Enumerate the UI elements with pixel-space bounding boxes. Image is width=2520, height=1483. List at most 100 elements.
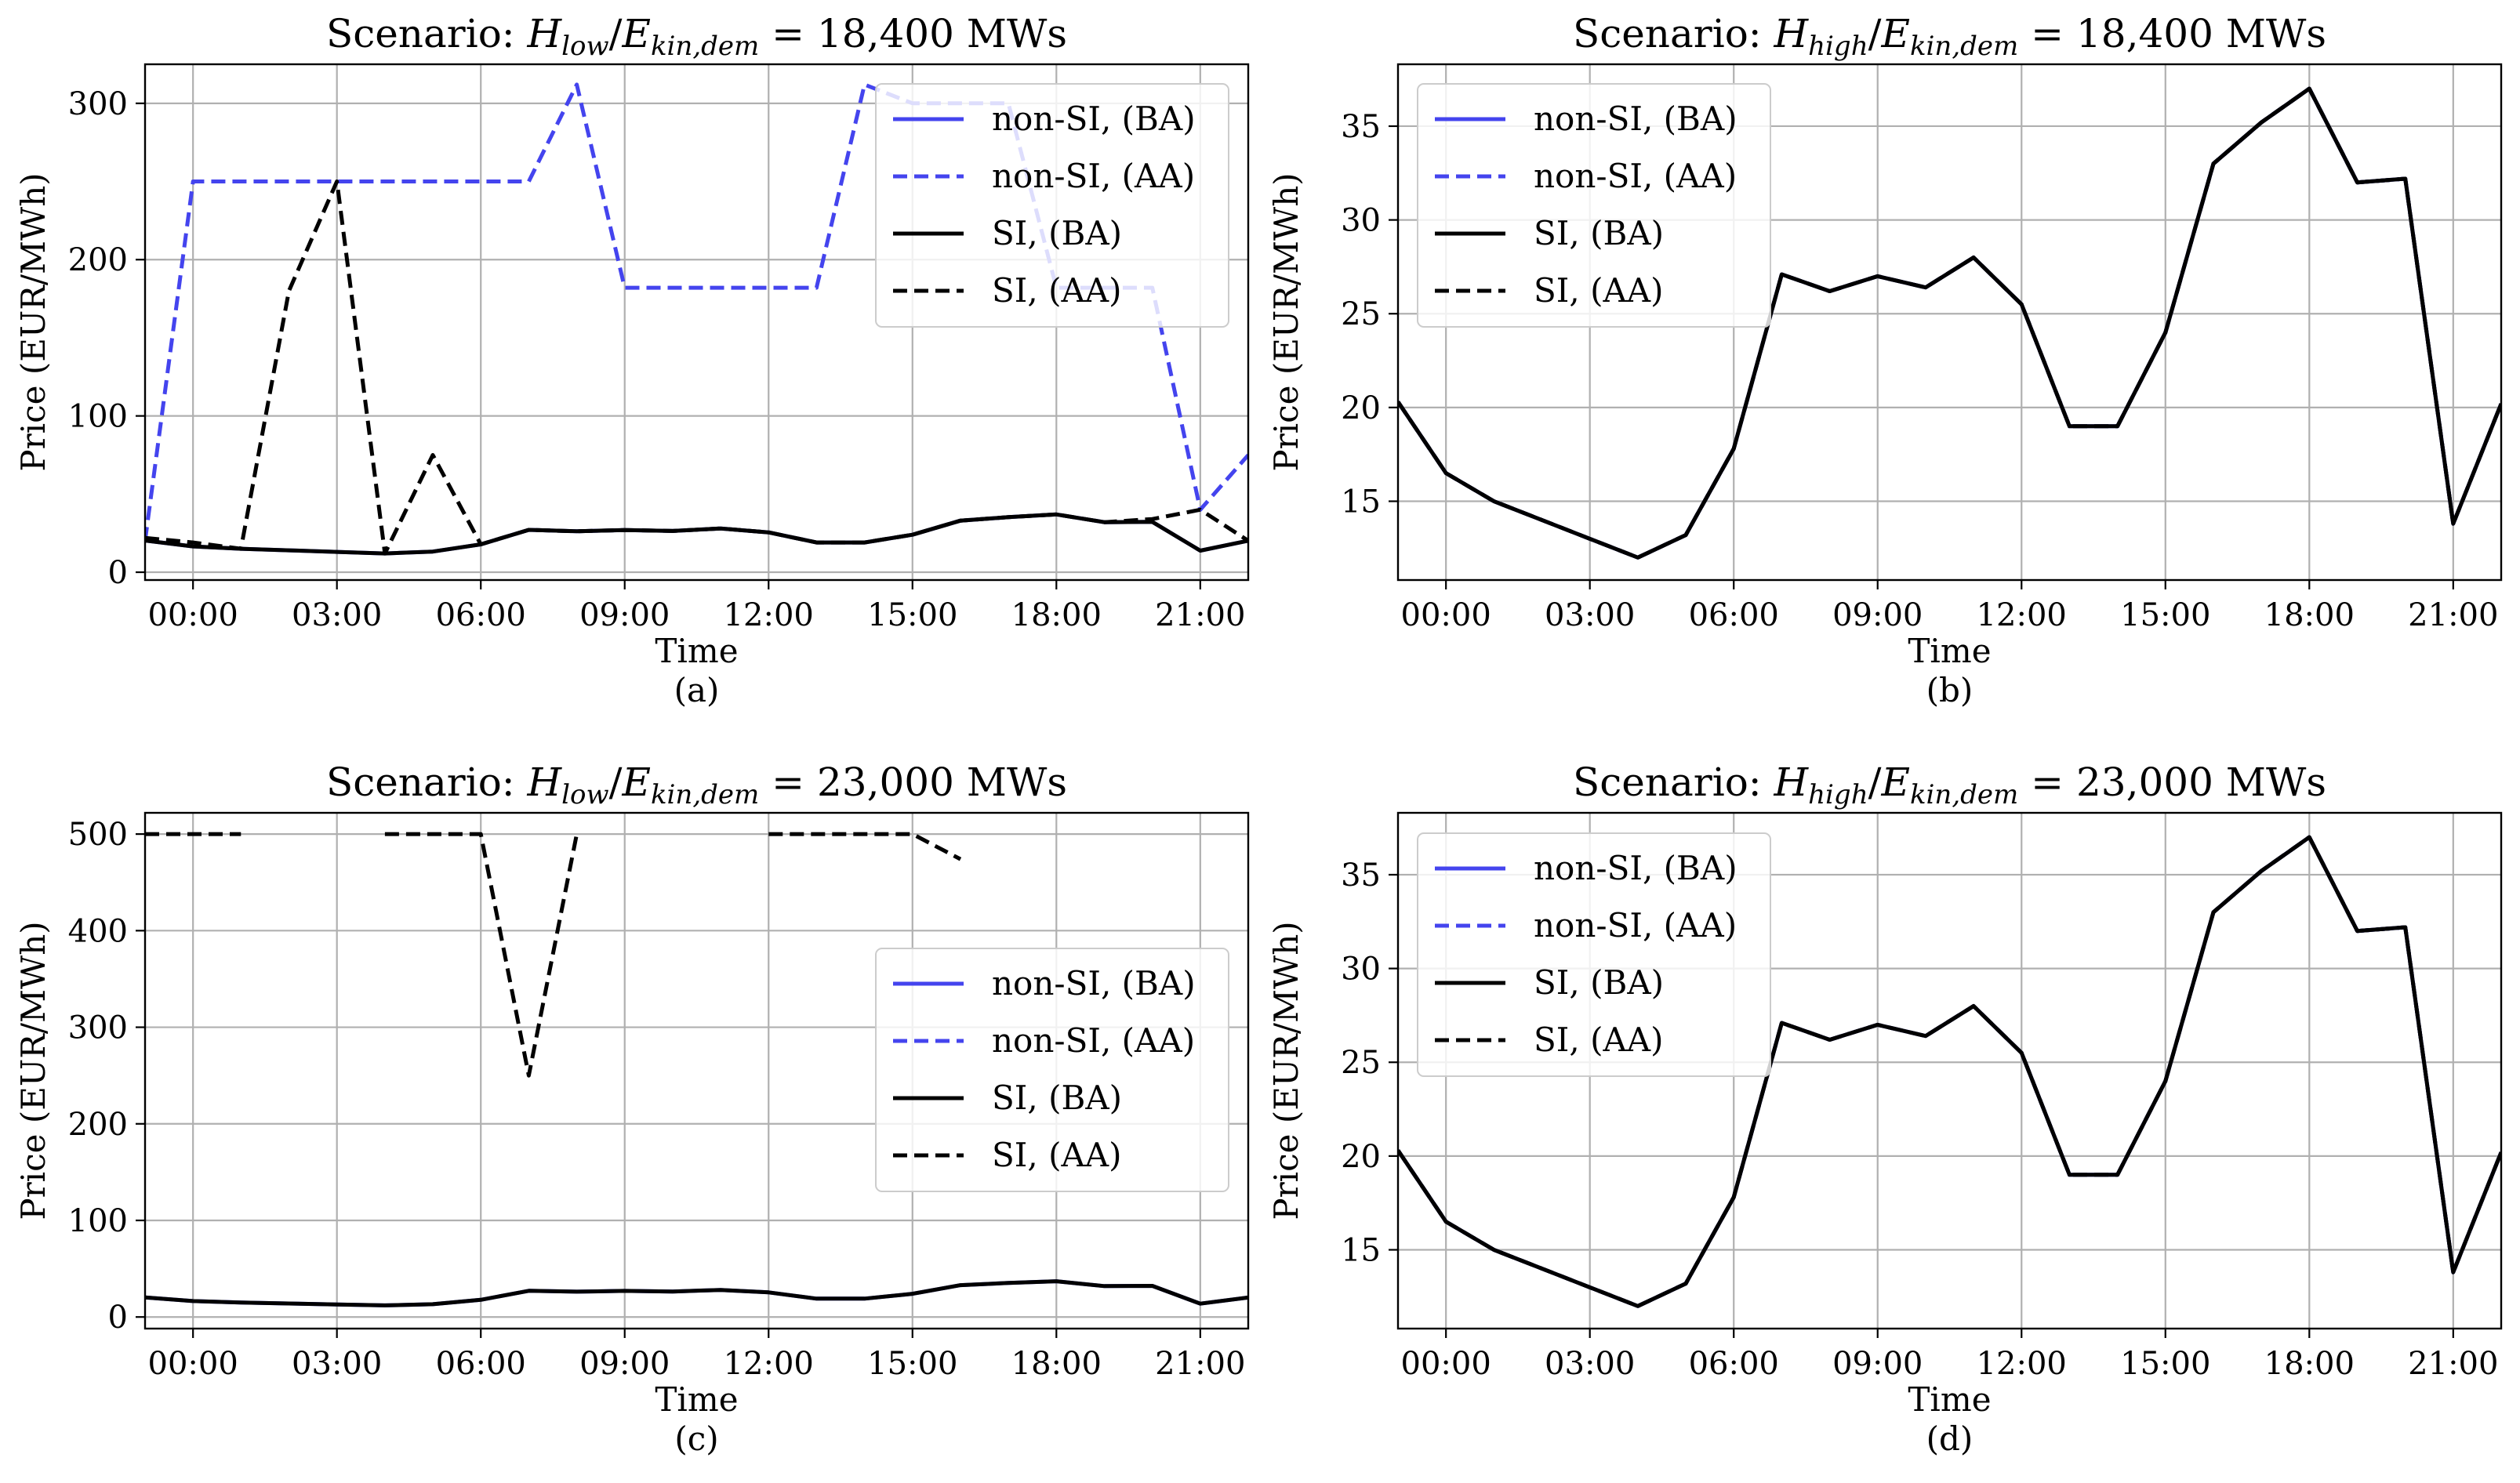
y-axis-label: Price (EUR/MWh) <box>1267 172 1305 471</box>
x-tick-label: 00:00 <box>1401 1346 1491 1382</box>
x-axis-label: Time <box>655 632 738 670</box>
y-tick-label: 20 <box>1341 390 1381 426</box>
legend: non-SI, (BA) non-SI, (AA) SI, (BA) SI, (AA) <box>1417 83 1771 328</box>
panel-caption: (c) <box>674 1420 718 1458</box>
legend-label: non-SI, (BA) <box>992 100 1196 138</box>
x-tick-label: 09:00 <box>1832 1346 1923 1382</box>
legend-label: SI, (AA) <box>1534 1021 1664 1059</box>
panel-caption: (d) <box>1926 1420 1974 1458</box>
x-tick-label: 21:00 <box>1155 1346 1245 1382</box>
x-tick-label: 12:00 <box>724 1346 814 1382</box>
y-tick-label: 20 <box>1341 1139 1381 1175</box>
panel-caption: (b) <box>1926 671 1974 709</box>
y-axis-label: Price (EUR/MWh) <box>14 921 53 1220</box>
legend-label: SI, (BA) <box>992 214 1122 252</box>
x-tick-label: 03:00 <box>292 1346 382 1382</box>
y-tick-label: 30 <box>1341 952 1381 988</box>
x-tick-label: 18:00 <box>2264 1346 2355 1382</box>
y-tick-label: 0 <box>108 555 128 591</box>
plot-area <box>145 832 1248 1307</box>
y-tick-label: 15 <box>1341 484 1381 520</box>
axes-frame <box>143 811 1250 1330</box>
y-tick-label: 35 <box>1341 109 1381 145</box>
legend-label: non-SI, (BA) <box>1534 100 1737 138</box>
plot-area <box>1398 86 2501 560</box>
x-tick-label: 03:00 <box>1545 1346 1635 1382</box>
legend-label: non-SI, (AA) <box>1534 157 1737 195</box>
legend-label: SI, (AA) <box>1534 271 1664 310</box>
legend-box <box>1417 832 1771 1077</box>
legend-box <box>1417 83 1771 328</box>
series-line-si-ba <box>1398 835 2501 1308</box>
y-tick-label: 100 <box>68 399 128 435</box>
x-tick-label: 15:00 <box>867 597 957 633</box>
x-tick-label: 15:00 <box>2120 597 2210 633</box>
chart-title: Scenario: Hlow/Ekin,dem = 23,000 MWs <box>326 760 1067 810</box>
x-tick-label: 21:00 <box>1155 597 1245 633</box>
legend: non-SI, (BA) non-SI, (AA) SI, (BA) SI, (AA) <box>875 83 1229 328</box>
x-tick-label: 12:00 <box>1977 597 2067 633</box>
y-tick-label: 0 <box>108 1300 128 1336</box>
legend-label: SI, (AA) <box>992 1136 1122 1174</box>
legend-label: non-SI, (AA) <box>992 1021 1195 1060</box>
legend-box <box>875 948 1229 1192</box>
legend-label: SI, (BA) <box>992 1079 1122 1117</box>
x-tick-label: 18:00 <box>1011 1346 1102 1382</box>
x-tick-label: 00:00 <box>148 1346 238 1382</box>
x-tick-label: 09:00 <box>1832 597 1923 633</box>
x-tick-label: 21:00 <box>2408 597 2498 633</box>
x-tick-label: 09:00 <box>579 597 670 633</box>
x-tick-label: 00:00 <box>148 597 238 633</box>
x-tick-label: 18:00 <box>2264 597 2355 633</box>
x-axis-label: Time <box>1908 632 1991 670</box>
y-tick-label: 200 <box>68 242 128 278</box>
series-line-si-aa <box>384 832 579 1078</box>
y-tick-label: 35 <box>1341 858 1381 894</box>
legend: non-SI, (BA) non-SI, (AA) SI, (BA) SI, (AA) <box>875 948 1229 1192</box>
x-tick-label: 15:00 <box>2120 1346 2210 1382</box>
plot-area <box>1398 835 2501 1308</box>
chart-title: Scenario: Hhigh/Ekin,dem = 23,000 MWs <box>1573 760 2326 810</box>
series-line-si-ba <box>145 512 1248 556</box>
y-tick-label: 25 <box>1341 296 1381 332</box>
chart-c: 00:00 03:00 06:00 09:00 12:00 15:00 18:00 21:00… <box>14 760 1250 1458</box>
x-axis-label: Time <box>1908 1380 1991 1419</box>
chart-b: 00:00 03:00 06:00 09:00 12:00 15:00 18:00 21:00… <box>1267 11 2503 709</box>
x-tick-label: 03:00 <box>1545 597 1635 633</box>
series-line-si-ba <box>145 1279 1248 1307</box>
y-tick-label: 300 <box>68 86 128 122</box>
x-tick-label: 03:00 <box>292 597 382 633</box>
y-tick-label: 400 <box>68 913 128 949</box>
legend-box <box>875 83 1229 328</box>
y-tick-label: 100 <box>68 1203 128 1239</box>
x-axis-label: Time <box>655 1380 738 1419</box>
x-tick-label: 06:00 <box>436 1346 526 1382</box>
axes-frame <box>1396 811 2503 1330</box>
legend-label: SI, (BA) <box>1534 963 1664 1002</box>
panel-caption: (a) <box>674 671 720 709</box>
chart-d: 00:00 03:00 06:00 09:00 12:00 15:00 18:00 21:00… <box>1267 760 2503 1458</box>
y-axis-label: Price (EUR/MWh) <box>14 172 53 471</box>
y-axis-label: Price (EUR/MWh) <box>1267 921 1305 1220</box>
legend: non-SI, (BA) non-SI, (AA) SI, (BA) SI, (AA) <box>1417 832 1771 1077</box>
x-tick-label: 12:00 <box>724 597 814 633</box>
legend-label: SI, (BA) <box>1534 214 1664 252</box>
x-tick-label: 06:00 <box>1689 1346 1779 1382</box>
legend-label: non-SI, (BA) <box>1534 849 1737 887</box>
series-line-si-ba <box>1398 86 2501 560</box>
legend-label: non-SI, (AA) <box>1534 906 1737 945</box>
legend-label: non-SI, (AA) <box>992 157 1195 195</box>
x-tick-label: 21:00 <box>2408 1346 2498 1382</box>
y-tick-label: 25 <box>1341 1045 1381 1081</box>
chart-title: Scenario: Hlow/Ekin,dem = 18,400 MWs <box>326 11 1067 62</box>
x-tick-label: 18:00 <box>1011 597 1102 633</box>
y-tick-label: 300 <box>68 1010 128 1046</box>
chart-a: 00:00 03:00 06:00 09:00 12:00 15:00 18:00 21:00… <box>14 11 1250 709</box>
x-tick-label: 12:00 <box>1977 1346 2067 1382</box>
y-tick-label: 500 <box>68 817 128 853</box>
chart-title: Scenario: Hhigh/Ekin,dem = 18,400 MWs <box>1573 11 2326 62</box>
legend-label: SI, (AA) <box>992 271 1122 310</box>
legend-label: non-SI, (BA) <box>992 964 1196 1003</box>
x-tick-label: 00:00 <box>1401 597 1491 633</box>
